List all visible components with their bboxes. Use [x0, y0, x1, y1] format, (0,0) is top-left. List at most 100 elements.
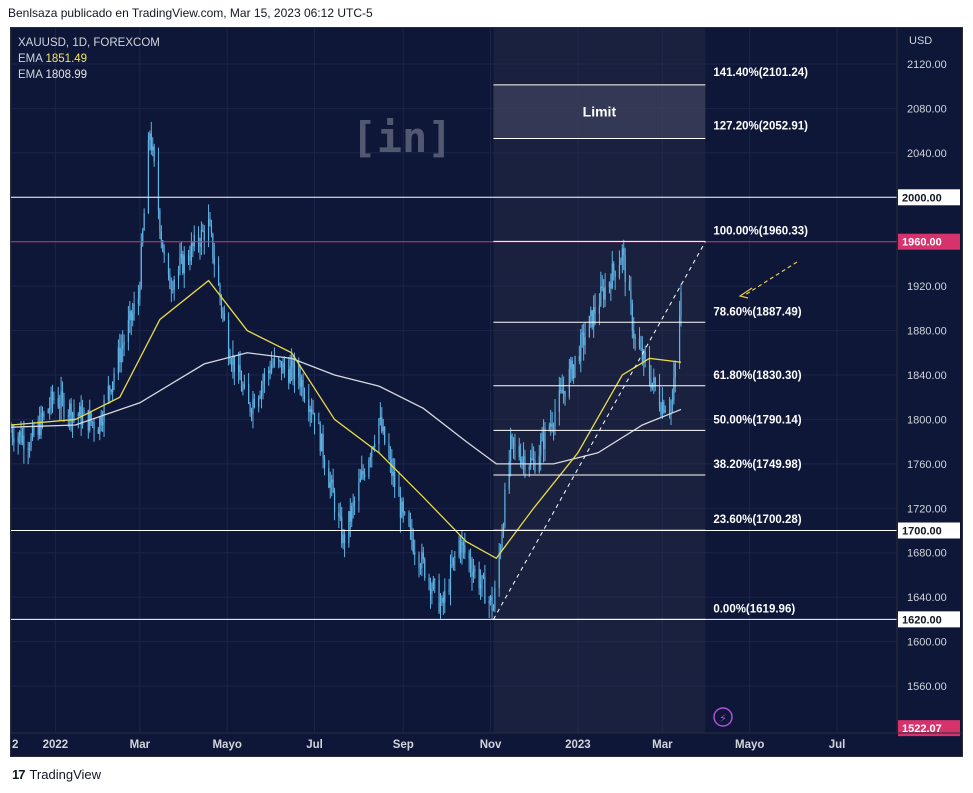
candle-body	[661, 402, 663, 415]
tradingview-logo-icon[interactable]: 17	[12, 767, 26, 782]
footer-brand[interactable]: TradingView	[29, 767, 102, 782]
price-axis-label: 2040.00	[907, 148, 947, 160]
price-axis-currency: USD	[909, 35, 932, 47]
candle-body	[392, 472, 394, 476]
time-axis-label: Mar	[652, 739, 673, 751]
candle-body	[558, 390, 560, 412]
candle-body	[510, 435, 512, 462]
candle-body	[528, 466, 530, 470]
candle-body	[374, 443, 376, 447]
price-axis-label: 1720.00	[907, 503, 947, 515]
candle-body	[260, 385, 263, 396]
candle-body	[532, 459, 535, 461]
price-axis-label: 2120.00	[907, 59, 947, 71]
candle-body	[624, 255, 626, 283]
candle-body	[220, 297, 223, 311]
fib-level-label: 23.60%(1700.28)	[713, 514, 801, 526]
candle-body	[531, 457, 533, 460]
price-axis-label: 1920.00	[907, 281, 947, 293]
price-axis-badge-label: 1620.00	[902, 614, 942, 626]
candle-body	[424, 559, 426, 578]
candle-body	[230, 362, 233, 366]
candle-body	[371, 447, 373, 457]
candle-body	[604, 286, 606, 300]
candle-body	[514, 445, 516, 447]
candle-body	[93, 422, 95, 430]
candle-body	[288, 369, 290, 383]
time-axis-label: 2	[12, 739, 18, 751]
candle-body	[37, 421, 39, 435]
candle-body	[680, 292, 682, 316]
candle-body	[279, 361, 281, 363]
candle-body	[228, 319, 230, 359]
candle-body	[301, 379, 303, 387]
candle-body	[331, 479, 333, 483]
candle-body	[187, 255, 190, 261]
candle-body	[319, 424, 321, 452]
candle-body	[312, 412, 314, 414]
candle-body	[70, 403, 72, 423]
candle-body	[210, 225, 213, 234]
candle-body	[598, 305, 601, 314]
candle-body	[283, 363, 286, 370]
candle-body	[638, 338, 641, 348]
candle-body	[202, 229, 204, 231]
candle-body	[309, 409, 311, 412]
candle-body	[57, 398, 59, 407]
candle-body	[464, 545, 466, 553]
candle-body	[113, 373, 115, 382]
candle-body	[99, 417, 101, 434]
price-axis-badge-label: 1700.00	[902, 526, 942, 538]
candle-body	[542, 433, 545, 450]
candle-body	[130, 310, 132, 321]
chart-panel[interactable]	[10, 27, 963, 757]
candle-body	[102, 422, 104, 425]
lightning-badge-icon	[713, 707, 733, 727]
candle-body	[353, 501, 356, 503]
candle-body	[581, 332, 583, 335]
candle-body	[471, 568, 473, 577]
candle-body	[80, 406, 82, 426]
candle-body	[462, 542, 464, 546]
candle-body	[574, 356, 576, 365]
price-axis-label: 1840.00	[907, 370, 947, 382]
candle-body	[584, 337, 586, 346]
candle-body	[280, 361, 283, 374]
candle-body	[414, 552, 416, 555]
symbol-label[interactable]: XAUUSD, 1D, FOREXCOM	[18, 37, 160, 49]
candle-body	[573, 364, 575, 379]
candle-body	[69, 403, 71, 416]
candle-body	[21, 435, 24, 443]
candle-body	[18, 431, 21, 437]
candle-body	[318, 422, 320, 425]
candle-body	[150, 133, 152, 151]
candle-body	[389, 457, 391, 460]
candle-body	[152, 146, 154, 151]
candle-body	[97, 429, 99, 434]
candle-body	[634, 337, 636, 339]
candle-body	[119, 347, 121, 363]
candle-body	[431, 588, 433, 595]
candle-body	[308, 399, 310, 412]
candle-body	[640, 347, 642, 349]
candle-body	[302, 379, 304, 396]
price-axis-badge	[898, 189, 960, 206]
candle-body	[364, 473, 366, 477]
candle-body	[263, 373, 265, 382]
candle-body	[73, 413, 75, 415]
candle-body	[61, 391, 64, 398]
candle-body	[498, 553, 500, 589]
candle-body	[429, 581, 432, 595]
price-axis-badge	[898, 522, 960, 539]
candle-body	[482, 575, 485, 578]
candle-body	[269, 370, 271, 373]
candle-body	[223, 313, 225, 320]
candle-body	[323, 458, 326, 468]
candle-body	[362, 471, 364, 474]
candle-body	[89, 412, 91, 431]
candle-body	[351, 505, 353, 522]
candle-body	[240, 379, 243, 391]
candle-body	[162, 240, 164, 252]
candle-body	[554, 411, 556, 427]
